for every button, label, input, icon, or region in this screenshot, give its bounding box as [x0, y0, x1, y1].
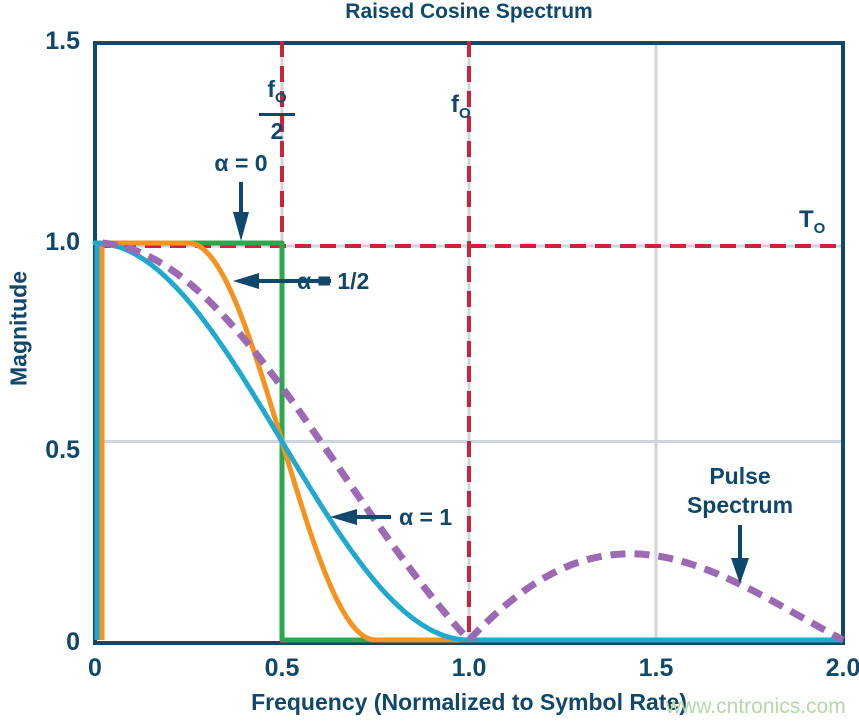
alpha-0-arrow-head	[233, 212, 249, 241]
y-tick-1.0: 1.0	[45, 228, 80, 256]
x-axis-label: Frequency (Normalized to Symbol Rate)	[251, 689, 687, 715]
x-tick-2.0: 2.0	[825, 654, 859, 682]
half-symbol-rate-label: fO 2	[249, 76, 305, 144]
y-axis-label: Magnitude	[5, 271, 32, 386]
alpha-half-arrow-head	[233, 273, 259, 289]
curve-pulse-spectrum	[102, 239, 845, 644]
alpha-0-label: α = 0	[214, 150, 268, 176]
fraction-bar	[259, 112, 295, 116]
symbol-period-label: TO	[799, 206, 826, 237]
y-tick-0: 0	[66, 628, 80, 656]
alpha-1-label: α = 1	[399, 504, 453, 530]
alpha-1-arrow-head	[330, 509, 357, 525]
pulse-spectrum-label: Pulse Spectrum	[686, 463, 794, 518]
x-tick-0.5: 0.5	[264, 654, 300, 682]
chart-title: Raised Cosine Spectrum	[345, 0, 593, 23]
watermark: www.cntronics.com	[666, 695, 846, 718]
x-tick-1.5: 1.5	[638, 654, 674, 682]
alpha-half-label: α = 1/2	[297, 268, 370, 294]
curve-alpha-1	[92, 240, 843, 643]
symbol-rate-label: fO	[451, 91, 471, 122]
y-tick-1.5: 1.5	[45, 27, 80, 55]
y-tick-0.5: 0.5	[45, 436, 80, 464]
pulse-spectrum-arrow-head	[731, 558, 749, 584]
x-tick-1.0: 1.0	[451, 654, 487, 682]
fraction-denominator: 2	[270, 117, 284, 144]
fraction-numerator: fO	[267, 76, 287, 107]
x-tick-0: 0	[88, 654, 102, 682]
